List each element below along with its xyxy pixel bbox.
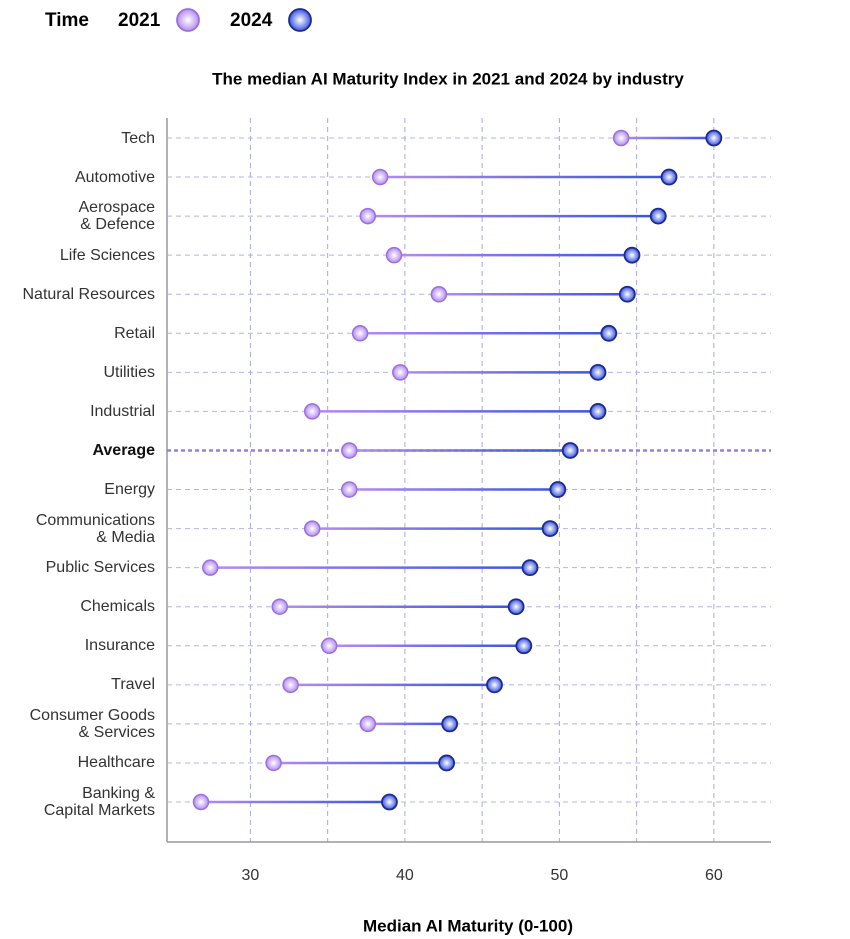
dot-2024: [541, 520, 559, 537]
dot-2021: [192, 793, 210, 811]
dot-2024: [589, 403, 607, 420]
dot-2021: [359, 207, 377, 225]
dot-2021: [341, 442, 358, 459]
x-tick-label: 60: [705, 867, 723, 884]
y-tick-label: Tech: [121, 129, 155, 147]
y-tick-label: Average: [92, 441, 155, 459]
dot-2024: [381, 793, 398, 811]
dot-2024: [618, 285, 636, 303]
x-tick-label: 30: [242, 867, 260, 884]
legend-title: Time: [45, 10, 89, 31]
dot-2021: [430, 285, 448, 303]
y-tick-label: Consumer Goods & Services: [29, 706, 155, 741]
dot-2021: [320, 637, 338, 655]
dot-2021: [371, 168, 389, 186]
dot-2021: [359, 715, 377, 733]
dot-2024: [486, 676, 503, 694]
y-tick-label: Aerospace & Defence: [78, 199, 156, 234]
dot-2024: [600, 324, 618, 342]
y-tick-label: Insurance: [84, 637, 155, 655]
y-tick-label: Automotive: [74, 168, 155, 186]
legend-label: 2021: [118, 10, 161, 31]
dot-2021: [341, 481, 358, 498]
dot-2024: [521, 559, 539, 577]
y-tick-label: Banking & Capital Markets: [43, 785, 155, 820]
x-tick-label: 50: [550, 867, 568, 884]
y-tick-label: Retail: [114, 324, 155, 342]
x-tick-label: 40: [396, 867, 414, 884]
dot-2024: [705, 129, 723, 147]
dot-2024: [438, 754, 456, 772]
y-tick-label: Healthcare: [77, 754, 155, 772]
y-tick-label: Utilities: [103, 363, 155, 381]
dot-2024: [561, 442, 579, 459]
dot-2024: [515, 637, 533, 655]
y-tick-label: Public Services: [45, 559, 155, 577]
dot-2024: [507, 598, 525, 616]
dot-2024: [660, 168, 678, 186]
dot-2021: [271, 598, 289, 615]
dot-2021: [385, 246, 403, 264]
dot-2021: [612, 129, 630, 147]
dot-2021: [265, 754, 282, 772]
y-tick-label: Travel: [111, 676, 155, 694]
y-tick-label: Communications & Media: [35, 511, 155, 546]
dot-2021: [202, 559, 219, 576]
x-axis-label: Median AI Maturity (0-100): [363, 916, 573, 935]
dot-2024: [589, 363, 607, 381]
chart-title: The median AI Maturity Index in 2021 and…: [212, 69, 684, 88]
y-tick-label: Chemicals: [80, 598, 155, 616]
y-tick-label: Life Sciences: [59, 246, 155, 264]
dot-2021: [303, 403, 321, 420]
legend-swatch: [288, 8, 312, 32]
dot-2021: [282, 676, 299, 694]
dot-2024: [441, 715, 459, 733]
dot-2021: [303, 520, 321, 537]
y-tick-label: Energy: [104, 481, 155, 499]
dot-2021: [351, 325, 369, 342]
dot-2021: [392, 364, 409, 381]
y-tick-label: Natural Resources: [22, 285, 156, 303]
dot-2024: [549, 481, 567, 498]
dot-2024: [649, 207, 667, 225]
y-tick-label: Industrial: [90, 402, 155, 420]
dot-2024: [623, 246, 641, 264]
legend-swatch: [176, 8, 200, 32]
legend-label: 2024: [230, 10, 273, 31]
